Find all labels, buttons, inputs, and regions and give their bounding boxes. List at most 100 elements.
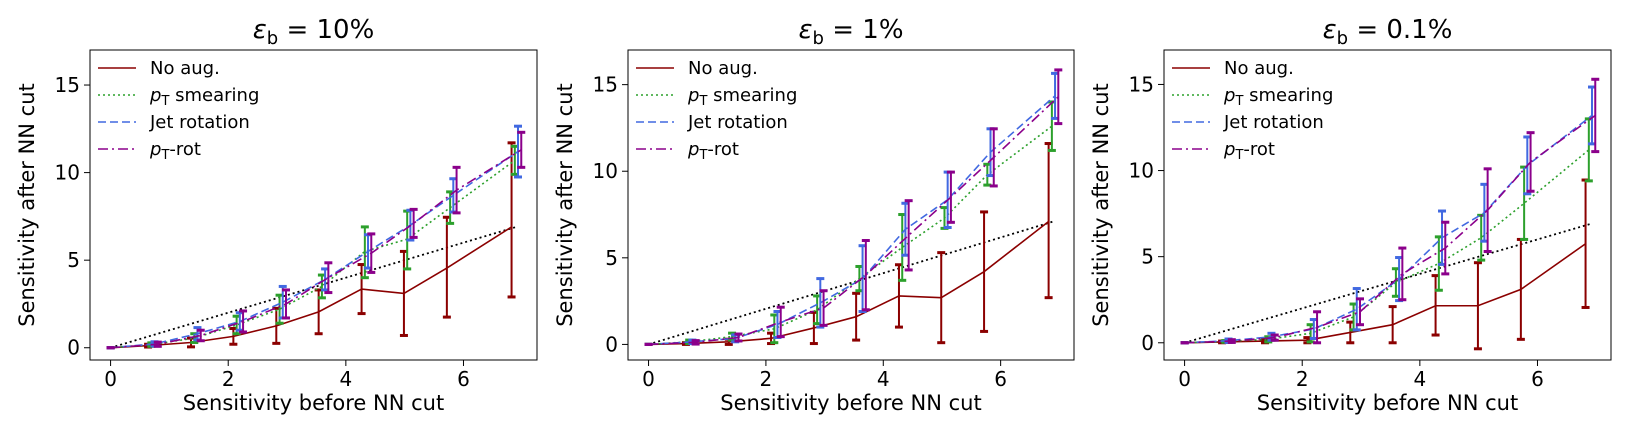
x-tick-label: 4 <box>1413 367 1426 391</box>
y-axis-label: Sensitivity after NN cut <box>15 83 39 327</box>
x-tick-label: 0 <box>642 367 655 391</box>
legend-entry-1: No aug. <box>636 58 758 79</box>
error-bar <box>1483 167 1492 253</box>
legend-label: Jet rotation <box>149 112 250 133</box>
x-tick-label: 0 <box>1178 367 1191 391</box>
y-tick-label: 5 <box>605 246 618 270</box>
error-bar <box>776 305 785 339</box>
error-bar <box>691 339 700 346</box>
legend-entry-1: No aug. <box>98 58 220 79</box>
series-line-1 <box>110 226 512 349</box>
error-bar <box>409 207 418 239</box>
plot-frame <box>1163 49 1612 361</box>
y-axis-label: Sensitivity after NN cut <box>553 83 577 327</box>
x-tick-label: 2 <box>1296 367 1309 391</box>
chart-title: εb = 1% <box>798 15 903 49</box>
error-bar <box>1591 77 1600 154</box>
series-line-1 <box>1184 243 1587 344</box>
error-bar <box>946 170 955 224</box>
legend-label: No aug. <box>1224 58 1294 79</box>
legend-label: pT smearing <box>149 85 259 109</box>
error-bar <box>816 277 825 329</box>
x-tick-label: 6 <box>994 367 1007 391</box>
error-bar <box>196 328 205 343</box>
legend-label: pT-rot <box>1223 139 1275 163</box>
error-bar <box>861 239 870 312</box>
x-tick-label: 4 <box>877 367 890 391</box>
series-line-2 <box>648 125 1053 346</box>
legend-label: No aug. <box>150 58 220 79</box>
plot-area <box>1180 77 1600 351</box>
y-tick-label: 5 <box>1141 245 1154 269</box>
series-line-4 <box>110 149 522 349</box>
legend-entry-4: pT-rot <box>636 139 739 163</box>
legend-label: pT smearing <box>687 85 797 109</box>
error-bar <box>904 199 913 272</box>
chart-panel-3: εb = 0.1% 0 2 4 6 0 5 10 15 Sensitivity before NN… <box>1089 15 1612 415</box>
y-tick-label: 0 <box>605 332 618 356</box>
x-tick-label: 6 <box>457 367 470 391</box>
error-bar <box>937 251 946 345</box>
legend-entry-3: Jet rotation <box>1172 112 1324 133</box>
y-axis-label: Sensitivity after NN cut <box>1089 83 1113 327</box>
legend-entry-2: pT smearing <box>98 85 259 109</box>
legend-entry-4: pT-rot <box>98 139 201 163</box>
plot-area <box>644 68 1063 346</box>
series-line-2 <box>1184 149 1590 344</box>
chart-panel-1: εb = 10% 0 2 4 6 0 5 10 15 Sensitivity before NN … <box>15 15 538 415</box>
legend-entry-2: pT smearing <box>1172 85 1333 109</box>
x-axis-label: Sensitivity before NN cut <box>720 391 981 415</box>
error-bar <box>1398 246 1407 302</box>
x-tick-label: 2 <box>222 367 235 391</box>
reference-line <box>648 220 1054 346</box>
error-bar <box>1473 261 1482 351</box>
y-tick-label: 0 <box>1141 331 1154 355</box>
legend-entry-2: pT smearing <box>636 85 797 109</box>
x-axis-label: Sensitivity before NN cut <box>1257 391 1518 415</box>
legend-label: pT smearing <box>1223 85 1333 109</box>
plot-frame <box>627 49 1075 361</box>
legend-entry-1: No aug. <box>1172 58 1294 79</box>
legend-entry-4: pT-rot <box>1172 139 1275 163</box>
x-tick-label: 6 <box>1531 367 1544 391</box>
error-bar <box>1313 310 1322 345</box>
y-tick-label: 10 <box>593 159 618 183</box>
plot-frame <box>89 49 538 361</box>
x-tick-label: 0 <box>104 367 117 391</box>
plot-area <box>106 124 526 350</box>
error-bar <box>282 288 291 320</box>
legend-label: No aug. <box>688 58 758 79</box>
legend-label: pT-rot <box>149 139 201 163</box>
legend-entry-3: Jet rotation <box>98 112 250 133</box>
series-line-4 <box>648 96 1059 346</box>
error-bar <box>452 165 461 215</box>
error-bar <box>1227 338 1236 344</box>
series-line-1 <box>648 220 1050 346</box>
error-bar <box>980 210 989 333</box>
x-axis-label: Sensitivity before NN cut <box>183 391 444 415</box>
y-tick-label: 15 <box>1129 72 1154 96</box>
error-bar <box>852 291 861 342</box>
error-bar <box>1356 297 1365 327</box>
y-tick-label: 15 <box>55 73 80 97</box>
legend-label: pT-rot <box>687 139 739 163</box>
y-tick-label: 5 <box>67 248 80 272</box>
error-bar <box>1352 287 1361 332</box>
error-bar <box>989 127 998 188</box>
reference-line <box>1184 223 1591 344</box>
error-bar <box>1270 333 1279 342</box>
legend-entry-3: Jet rotation <box>636 112 788 133</box>
error-bar <box>324 261 333 295</box>
y-tick-label: 10 <box>1129 159 1154 183</box>
chart-panel-2: εb = 1% 0 2 4 6 0 5 10 15 Sensitivity before NN c… <box>553 15 1075 415</box>
error-bar <box>153 340 162 348</box>
error-bar <box>734 332 743 343</box>
chart-title: εb = 10% <box>253 15 375 49</box>
error-bar <box>367 232 376 274</box>
error-bar <box>1388 305 1397 345</box>
y-tick-label: 0 <box>67 336 80 360</box>
y-tick-label: 15 <box>593 73 618 97</box>
error-bar <box>1044 142 1053 300</box>
error-bar <box>819 289 828 327</box>
